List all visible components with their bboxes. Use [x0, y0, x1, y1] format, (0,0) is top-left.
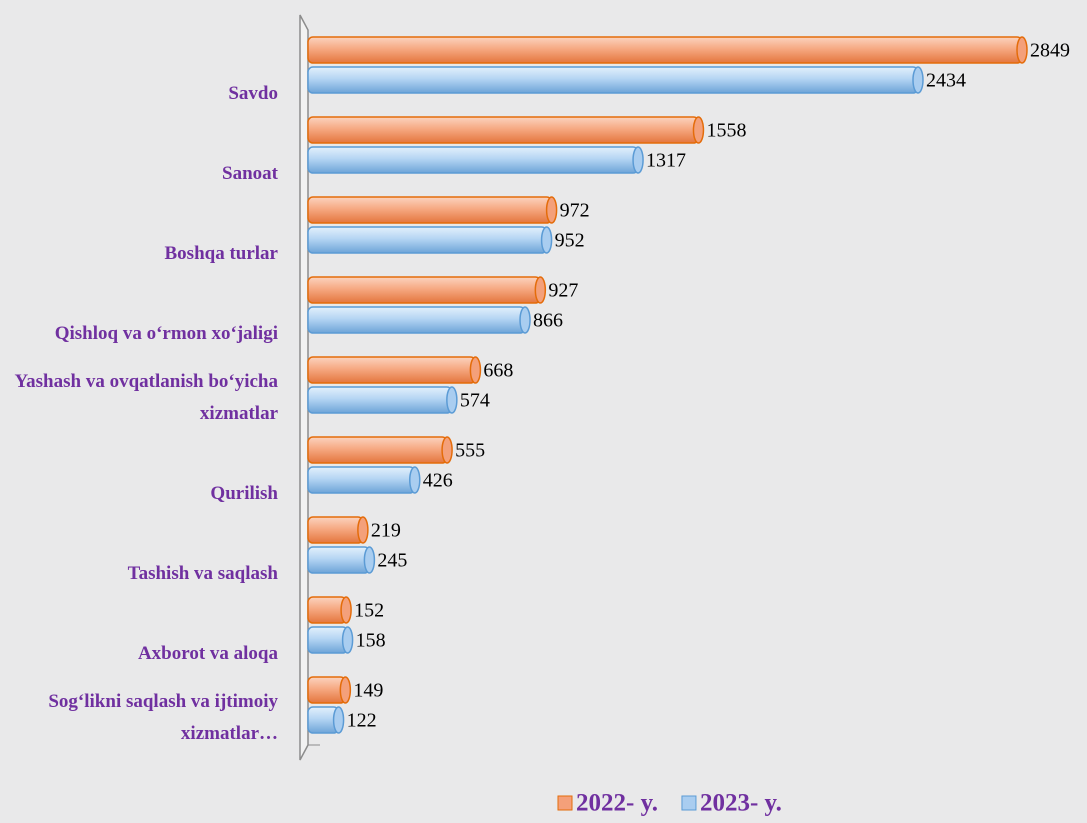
- bar-cap: [469, 356, 482, 384]
- bar-cap: [519, 306, 531, 334]
- legend-swatch: [557, 795, 573, 811]
- bar: [307, 386, 453, 414]
- bar-cap: [632, 146, 644, 174]
- bar-cap: [441, 436, 453, 464]
- value-label: 158: [356, 630, 386, 652]
- bar: [307, 516, 364, 544]
- bar: [307, 66, 919, 94]
- value-label: 1317: [646, 150, 686, 172]
- bar-cap: [363, 546, 376, 574]
- bar-cap: [692, 116, 705, 144]
- category-label: Qurilish: [210, 483, 278, 504]
- bar: [307, 196, 553, 224]
- value-label: 245: [377, 550, 407, 572]
- bar-cap: [446, 386, 458, 414]
- bar: [307, 546, 371, 574]
- category-label: Axborot va aloqa: [137, 643, 278, 664]
- value-label: 2849: [1030, 40, 1070, 62]
- legend-label: 2022- y.: [576, 790, 658, 817]
- category-label: Qishloq va o‘rmon xo‘jaligi: [54, 323, 278, 344]
- bar-cap: [332, 706, 345, 734]
- bar-cap: [339, 676, 352, 704]
- value-label: 1558: [706, 120, 746, 142]
- value-label: 555: [455, 440, 485, 462]
- bar: [307, 436, 448, 464]
- value-label: 927: [548, 280, 578, 302]
- bar-cap: [1016, 36, 1028, 64]
- value-label: 952: [555, 230, 585, 252]
- category-label: Sog‘likni saqlash va ijtimoiy xizmatlar…: [48, 691, 278, 744]
- category-label: Boshqa turlar: [164, 243, 279, 264]
- value-label: 426: [423, 470, 453, 492]
- value-label: 866: [533, 310, 563, 332]
- bar-cap: [534, 276, 547, 304]
- bar: [307, 146, 639, 174]
- category-label: Savdo: [228, 83, 278, 104]
- bar: [307, 466, 416, 494]
- value-label: 2434: [926, 70, 966, 92]
- legend-label: 2023- y.: [700, 790, 782, 817]
- value-label: 574: [460, 390, 490, 412]
- bar-cap: [545, 196, 558, 224]
- bar: [307, 116, 700, 144]
- bar-cap: [341, 626, 354, 654]
- value-label: 219: [371, 520, 401, 542]
- legend-swatch: [681, 795, 697, 811]
- bar-cap: [340, 596, 352, 624]
- bar-cap: [540, 226, 553, 254]
- bar: [307, 356, 477, 384]
- axis-wall: [299, 14, 309, 761]
- value-label: 122: [347, 710, 377, 732]
- bar-cap: [912, 66, 924, 94]
- bar: [307, 276, 542, 304]
- category-label: Sanoat: [222, 163, 278, 184]
- bar: [307, 226, 548, 254]
- bar-cap: [357, 516, 369, 544]
- category-label: Yashash va ovqatlanish bo‘yicha xizmatla…: [14, 371, 278, 424]
- category-label: Tashish va saqlash: [127, 563, 278, 584]
- value-label: 972: [560, 200, 590, 222]
- bar: [307, 626, 349, 654]
- value-label: 152: [354, 600, 384, 622]
- bar: [307, 306, 526, 334]
- bar: [307, 36, 1023, 64]
- value-label: 149: [353, 680, 383, 702]
- bar-cap: [409, 466, 421, 494]
- value-label: 668: [483, 360, 513, 382]
